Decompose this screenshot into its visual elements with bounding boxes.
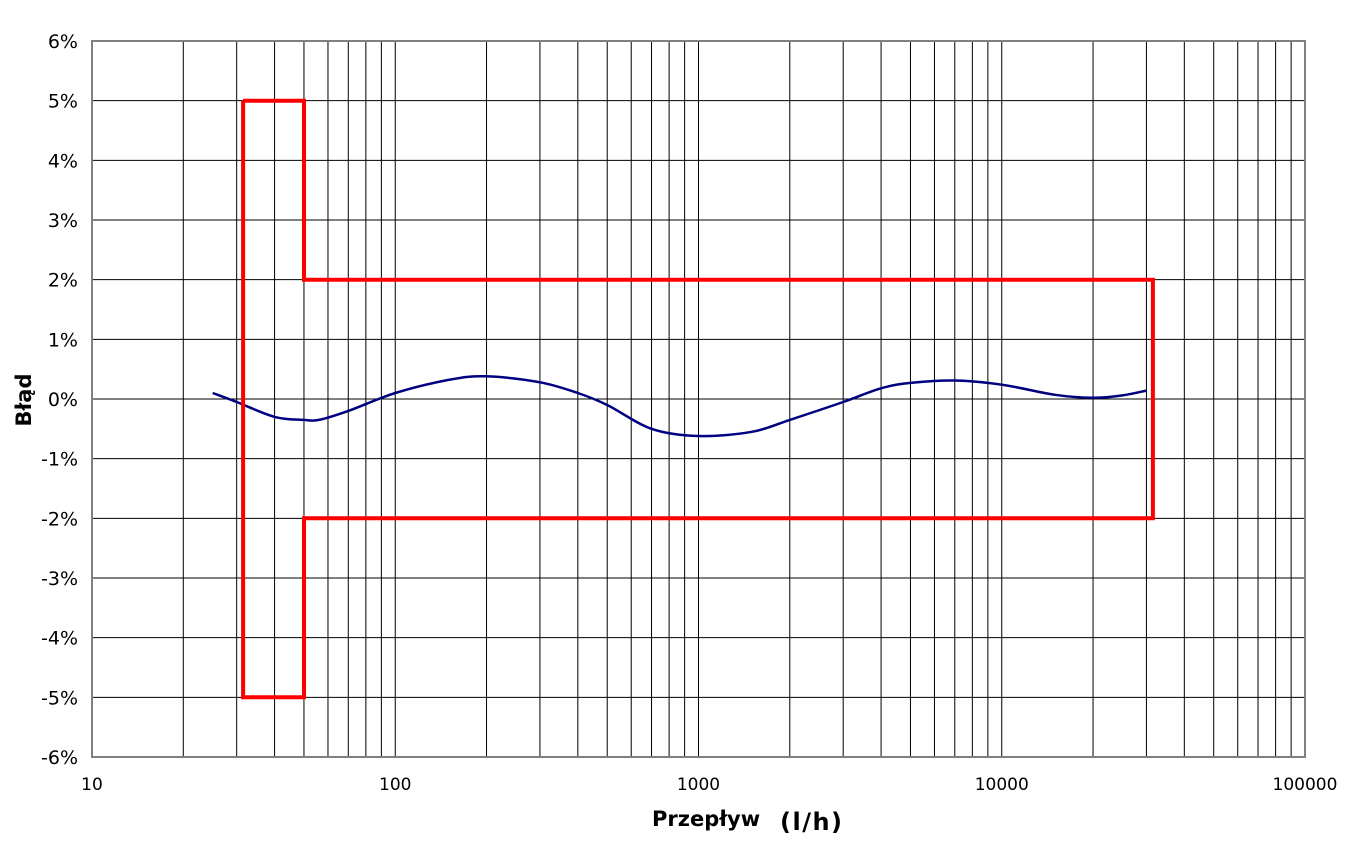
x-axis-unit: (l/h) <box>780 808 844 836</box>
error-curve-line <box>212 374 1147 438</box>
x-tick-label: 100 <box>379 775 411 795</box>
y-axis-title: Błąd <box>12 373 36 426</box>
y-tick-label: 6% <box>48 31 78 53</box>
y-tick-label: 1% <box>48 329 78 351</box>
x-tick-label: 10000 <box>975 775 1029 795</box>
y-tick-label: 5% <box>48 91 78 113</box>
y-tick-label: 3% <box>48 210 78 232</box>
y-tick-label: -1% <box>41 449 78 471</box>
tolerance-limit-line <box>241 98 1155 700</box>
x-tick-label: 1000 <box>677 775 720 795</box>
y-tick-label: -5% <box>41 687 78 709</box>
y-tick-label: -6% <box>41 747 78 769</box>
x-tick-label: 100000 <box>1273 775 1338 795</box>
grid <box>92 40 1305 758</box>
plot-frame <box>91 40 1306 758</box>
y-tick-label: 4% <box>48 150 78 172</box>
x-axis-title: Przepływ <box>652 807 760 831</box>
series-layer <box>212 98 1155 700</box>
x-tick-label: 10 <box>81 775 103 795</box>
y-tick-label: -3% <box>41 568 78 590</box>
y-tick-label: -2% <box>41 508 78 530</box>
y-tick-label: 0% <box>48 389 78 411</box>
y-tick-label: 2% <box>48 270 78 292</box>
y-tick-labels: 6% 5% 4% 3% 2% 1% 0% -1% -2% -3% -4% -5% -6% <box>41 31 78 769</box>
x-tick-labels: 10 100 1000 10000 100000 <box>81 775 1337 795</box>
y-tick-label: -4% <box>41 628 78 650</box>
